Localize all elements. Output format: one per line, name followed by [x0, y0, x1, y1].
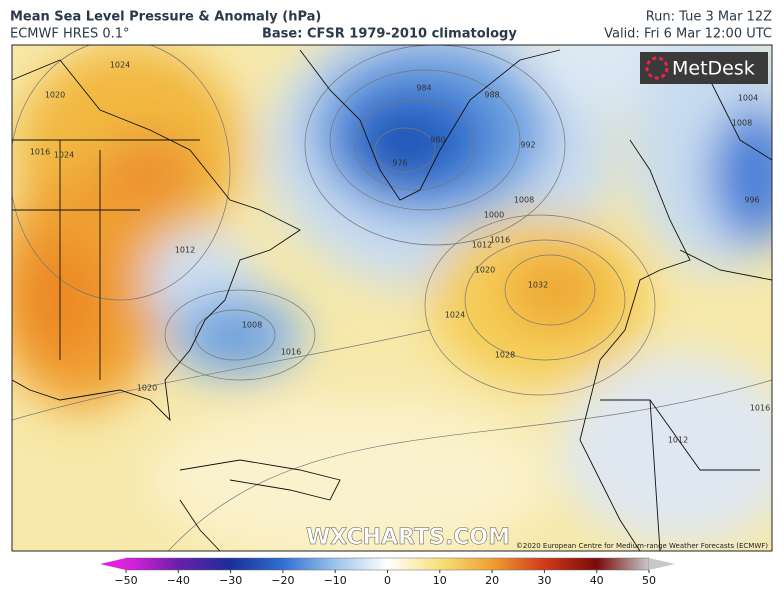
isobar-label: 1020	[475, 266, 495, 275]
isobar-label: 1004	[738, 94, 758, 103]
isobar-label: 976	[392, 159, 407, 168]
isobar-label: 1008	[732, 119, 752, 128]
logo-icon	[645, 56, 669, 80]
valid: Valid: Fri 6 Mar 12:00 UTC	[604, 27, 772, 42]
isobar-label: 1008	[242, 321, 262, 330]
logo: MetDesk	[672, 58, 755, 80]
colorbar-tick-label: 30	[537, 574, 551, 587]
colorbar-tick-label: 50	[642, 574, 656, 587]
isobar-label: 988	[484, 91, 499, 100]
isobar-label: 1024	[110, 61, 130, 70]
run: Run: Tue 3 Mar 12Z	[646, 10, 772, 25]
model: ECMWF HRES 0.1°	[10, 27, 130, 42]
colorbar-tick-label: −30	[219, 574, 242, 587]
map-border	[11, 44, 773, 552]
map: 1024 1020 1016 1024 984 988 980 976 992 1008 1000 1…	[12, 45, 772, 551]
isobar-label: 1032	[528, 281, 548, 290]
isobar-label: 1028	[495, 351, 515, 360]
isobar-label: 984	[416, 84, 431, 93]
colorbar-tick-label: 40	[590, 574, 604, 587]
isobar-label: 1024	[445, 311, 465, 320]
colorbar-tick-label: −20	[271, 574, 294, 587]
isobar-label: 1016	[281, 348, 301, 357]
logo-box	[640, 52, 768, 84]
colorbar-tick-label: −40	[167, 574, 190, 587]
title: Mean Sea Level Pressure & Anomaly (hPa)	[10, 10, 321, 25]
isobar-label: 996	[744, 196, 759, 205]
isobar-label: 1016	[490, 236, 510, 245]
isobar-label: 1020	[45, 91, 65, 100]
base: Base: CFSR 1979-2010 climatology	[262, 27, 517, 42]
isobar-label: 1020	[137, 384, 157, 393]
colorbar-tick-label: 10	[433, 574, 447, 587]
watermark: WXCHARTS.COM	[306, 525, 510, 550]
isobar-label: 1012	[472, 241, 492, 250]
colorbar-tick-label: −10	[324, 574, 347, 587]
colorbar-tick-label: 0	[384, 574, 391, 587]
colorbar: −50 −40 −30 −20 −10 0 10 20 30 40 50	[100, 557, 675, 587]
isobar-label: 1024	[54, 151, 74, 160]
isobar-label: 980	[430, 136, 445, 145]
isobar-label: 1012	[668, 436, 688, 445]
isobar-label: 1000	[484, 211, 504, 220]
colorbar-tick-label: 20	[485, 574, 499, 587]
colorbar-tick-label: −50	[114, 574, 137, 587]
isobar-label: 1016	[750, 404, 770, 413]
copyright: ©2020 European Centre for Medium-range W…	[516, 542, 768, 550]
isobar-label: 1016	[30, 148, 50, 157]
isobar-label: 992	[520, 141, 535, 150]
isobar-label: 1012	[175, 246, 195, 255]
isobar-label: 1008	[514, 196, 534, 205]
